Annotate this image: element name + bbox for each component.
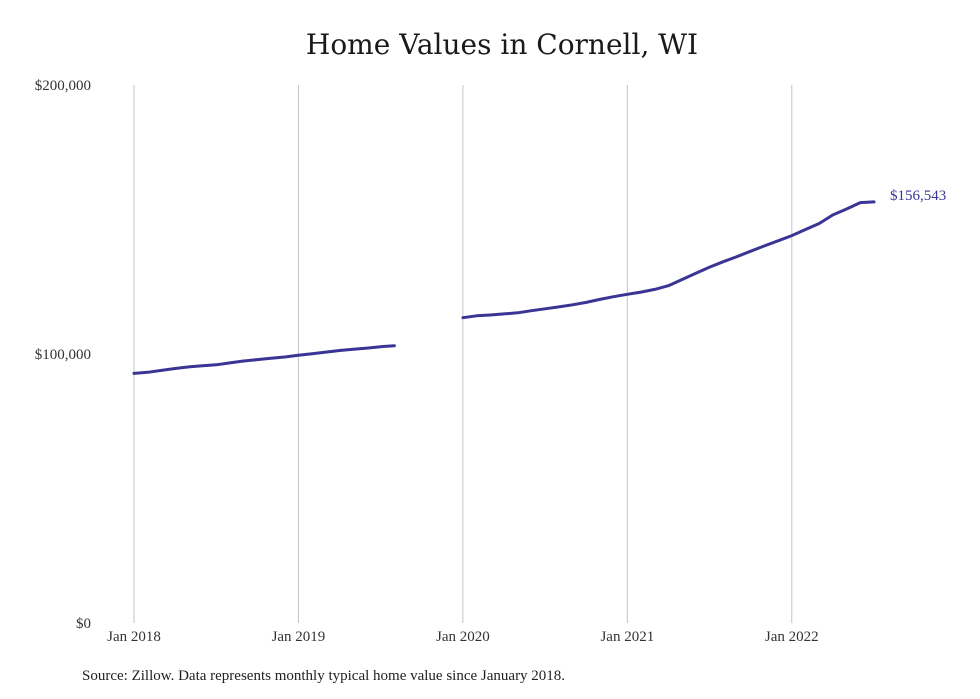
x-tick-label: Jan 2020: [436, 629, 490, 645]
y-tick-label: $100,000: [35, 347, 91, 363]
y-tick-label: $0: [76, 616, 91, 632]
y-tick-label: $200,000: [35, 78, 91, 94]
x-tick-label: Jan 2022: [765, 629, 819, 645]
series-line-segment: [461, 200, 876, 320]
chart-title: Home Values in Cornell, WI: [305, 28, 699, 61]
series-line-segment: [132, 344, 396, 375]
source-note: Source: Zillow. Data represents monthly …: [82, 668, 566, 684]
end-value-label: $156,543: [890, 188, 946, 204]
x-tick-label: Jan 2021: [600, 629, 654, 645]
x-tick-label: Jan 2018: [107, 629, 161, 645]
x-tick-label: Jan 2019: [272, 629, 326, 645]
